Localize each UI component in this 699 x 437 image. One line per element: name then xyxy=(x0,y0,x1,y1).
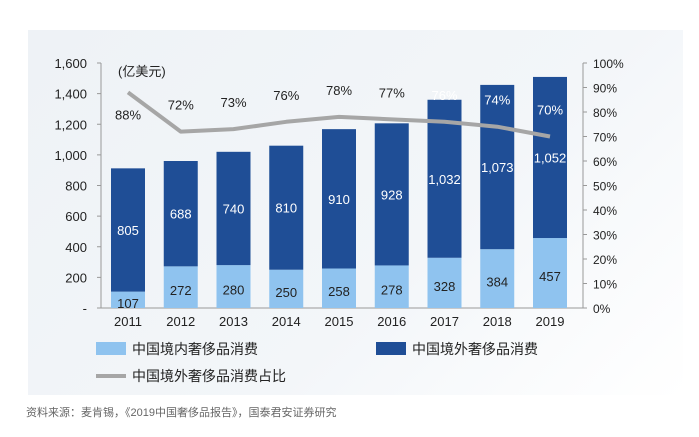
x-tick-label: 2013 xyxy=(219,314,248,329)
data-label-share: 74% xyxy=(484,93,510,108)
bar-overseas xyxy=(111,168,145,292)
right-tick-label: 90% xyxy=(593,82,617,96)
data-label-overseas: 1,073 xyxy=(481,160,514,175)
bar-domestic xyxy=(216,265,251,308)
x-tick-label: 2017 xyxy=(430,314,459,329)
bar-domestic xyxy=(111,291,145,308)
data-label-share: 76% xyxy=(431,88,457,103)
data-label-overseas: 928 xyxy=(381,187,403,202)
data-label-overseas: 1,052 xyxy=(534,150,567,165)
right-tick-label: 20% xyxy=(593,253,617,267)
right-tick-label: 80% xyxy=(593,106,617,120)
left-tick-label: 1,400 xyxy=(54,87,87,102)
x-tick-label: 2016 xyxy=(377,314,406,329)
right-tick-label: 70% xyxy=(593,131,617,145)
data-label-domestic: 280 xyxy=(223,283,245,298)
right-tick-label: 40% xyxy=(593,204,617,218)
left-tick-label: 600 xyxy=(65,209,87,224)
data-label-share: 88% xyxy=(115,107,141,122)
bar-overseas xyxy=(322,129,356,269)
data-label-domestic: 328 xyxy=(434,279,456,294)
data-label-domestic: 457 xyxy=(539,269,561,284)
bar-domestic xyxy=(480,249,515,308)
data-label-domestic: 107 xyxy=(117,296,139,311)
data-label-share: 70% xyxy=(537,103,563,118)
data-label-share: 77% xyxy=(379,85,405,100)
right-tick-label: 100% xyxy=(593,57,624,71)
legend-label-domestic: 中国境内奢侈品消费 xyxy=(132,341,258,357)
x-tick-label: 2019 xyxy=(536,314,565,329)
left-tick-label: 1,000 xyxy=(54,148,87,163)
bar-domestic xyxy=(163,266,198,308)
x-tick-label: 2012 xyxy=(166,314,195,329)
data-label-share: 72% xyxy=(168,98,194,113)
data-label-domestic: 384 xyxy=(486,275,508,290)
bar-overseas xyxy=(533,76,567,239)
x-tick-label: 2015 xyxy=(325,314,354,329)
bar-overseas xyxy=(269,145,304,270)
right-tick-label: 60% xyxy=(593,155,617,169)
x-tick-label: 2018 xyxy=(483,314,512,329)
left-tick-label: 400 xyxy=(65,240,87,255)
left-tick-label: 1,200 xyxy=(54,117,87,132)
bar-overseas xyxy=(374,123,409,266)
right-tick-label: 50% xyxy=(593,180,617,194)
bar-domestic xyxy=(322,268,356,308)
data-label-overseas: 810 xyxy=(275,201,297,216)
unit-label: (亿美元) xyxy=(118,64,166,79)
data-label-domestic: 250 xyxy=(275,285,297,300)
data-label-domestic: 278 xyxy=(381,283,403,298)
data-label-overseas: 910 xyxy=(328,192,350,207)
legend-label-overseas: 中国境外奢侈品消费 xyxy=(412,341,538,357)
right-tick-label: 30% xyxy=(593,229,617,243)
data-label-share: 73% xyxy=(220,95,246,110)
bar-domestic xyxy=(374,265,409,308)
x-tick-label: 2011 xyxy=(114,314,142,329)
data-label-overseas: 1,032 xyxy=(428,172,461,187)
bar-overseas xyxy=(480,84,515,250)
data-label-share: 76% xyxy=(273,88,299,103)
x-tick-label: 2014 xyxy=(272,314,301,329)
legend-swatch-overseas xyxy=(376,342,406,355)
left-tick-label: 800 xyxy=(65,179,87,194)
bar-overseas xyxy=(163,161,198,267)
data-label-overseas: 805 xyxy=(117,223,139,238)
bar-domestic xyxy=(269,269,304,308)
data-label-overseas: 688 xyxy=(170,207,192,222)
bar-overseas xyxy=(427,99,462,258)
left-tick-label: 200 xyxy=(65,270,87,285)
data-label-domestic: 258 xyxy=(328,284,350,299)
right-tick-label: 0% xyxy=(593,302,611,316)
bar-domestic xyxy=(427,257,462,308)
legend-label-share: 中国境外奢侈品消费占比 xyxy=(132,368,286,384)
left-tick-label: 1,600 xyxy=(54,56,87,71)
data-label-domestic: 272 xyxy=(170,283,192,298)
left-tick-label: - xyxy=(83,301,87,316)
right-tick-label: 10% xyxy=(593,278,617,292)
data-label-overseas: 740 xyxy=(223,201,245,216)
bar-overseas xyxy=(216,151,251,266)
source-note: 资料来源：麦肯锡，《2019中国奢侈品报告》，国泰君安证券研究 xyxy=(26,407,337,419)
bar-domestic xyxy=(533,238,567,308)
data-label-share: 78% xyxy=(326,83,352,98)
legend-swatch-domestic xyxy=(96,342,126,355)
